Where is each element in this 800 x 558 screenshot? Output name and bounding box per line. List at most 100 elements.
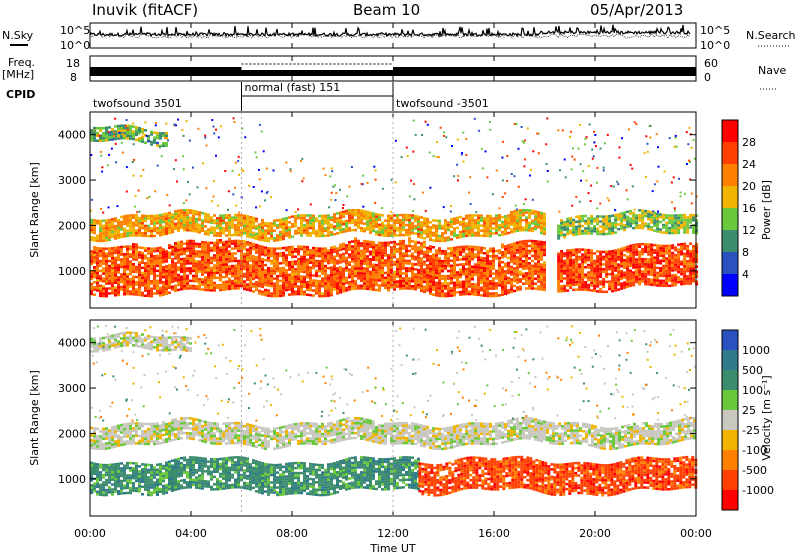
- cell: [351, 265, 354, 268]
- cell: [429, 239, 432, 242]
- cell: [246, 215, 249, 218]
- cell: [156, 219, 159, 222]
- cell: [219, 259, 222, 262]
- cell: [285, 234, 288, 237]
- cell: [468, 268, 471, 271]
- cell: [114, 272, 117, 275]
- cell: [231, 282, 234, 285]
- cell: [593, 287, 596, 290]
- cell: [93, 219, 96, 222]
- cell: [480, 279, 483, 282]
- cell: [348, 246, 351, 249]
- cell: [653, 244, 656, 247]
- cell: [674, 264, 677, 267]
- cell: [471, 273, 474, 276]
- cell: [465, 283, 468, 286]
- cell: [132, 232, 135, 235]
- cell: [261, 234, 264, 237]
- cell: [147, 292, 150, 295]
- cell: [198, 285, 201, 288]
- cell: [243, 230, 246, 233]
- cell: [465, 260, 468, 263]
- cell: [264, 281, 267, 284]
- cell: [659, 216, 662, 219]
- echo-point: [91, 199, 93, 201]
- cell: [683, 260, 686, 263]
- cell: [372, 215, 375, 218]
- cell: [300, 229, 303, 232]
- cell: [237, 272, 240, 275]
- cell: [348, 256, 351, 259]
- cell: [231, 252, 234, 255]
- cell: [572, 261, 575, 264]
- cell: [114, 277, 117, 280]
- cell: [381, 214, 384, 217]
- cell: [363, 260, 366, 263]
- cell: [402, 260, 405, 263]
- cell: [429, 229, 432, 232]
- cell: [156, 260, 159, 263]
- cell: [543, 215, 546, 218]
- cell: [189, 287, 192, 290]
- cell: [584, 232, 587, 235]
- cell: [519, 278, 522, 281]
- cell: [501, 216, 504, 219]
- cell: [450, 265, 453, 268]
- cell: [504, 230, 507, 233]
- cell: [596, 228, 599, 231]
- cell: [234, 287, 237, 290]
- cell: [291, 293, 294, 296]
- cell: [105, 260, 108, 263]
- cell: [477, 281, 480, 284]
- cell: [456, 279, 459, 282]
- cell: [312, 249, 315, 252]
- cell: [540, 248, 543, 251]
- cell: [614, 287, 617, 290]
- cell: [369, 219, 372, 222]
- cell: [222, 232, 225, 235]
- cell: [644, 243, 647, 246]
- cell: [141, 282, 144, 285]
- cell: [456, 249, 459, 252]
- cell: [231, 240, 234, 243]
- cell: [195, 275, 198, 278]
- cell: [602, 278, 605, 281]
- cell: [267, 282, 270, 285]
- cell: [587, 266, 590, 269]
- cell: [617, 213, 620, 216]
- cell: [602, 220, 605, 223]
- cell: [456, 284, 459, 287]
- cell: [288, 286, 291, 289]
- cell: [537, 268, 540, 271]
- cell: [324, 270, 327, 273]
- cell: [399, 219, 402, 222]
- cell: [617, 251, 620, 254]
- freq-trace: [90, 64, 696, 76]
- cell: [659, 272, 662, 275]
- cell: [171, 228, 174, 231]
- cell: [213, 227, 216, 230]
- cell: [231, 242, 234, 245]
- cell: [210, 277, 213, 280]
- cell: [138, 276, 141, 279]
- cell: [498, 229, 501, 232]
- cell: [297, 214, 300, 217]
- cell: [486, 220, 489, 223]
- cell: [168, 279, 171, 282]
- cell: [662, 270, 665, 273]
- cell: [264, 291, 267, 294]
- cell: [159, 257, 162, 260]
- cell: [441, 295, 444, 298]
- cell: [408, 237, 411, 240]
- cell: [611, 275, 614, 278]
- cell: [132, 268, 135, 271]
- cell: [572, 254, 575, 257]
- cell: [243, 280, 246, 283]
- cell: [372, 286, 375, 289]
- cell: [650, 269, 653, 272]
- echo-point: [645, 176, 647, 178]
- cell: [408, 282, 411, 285]
- cell: [303, 256, 306, 259]
- cell: [318, 295, 321, 298]
- cell: [111, 282, 114, 285]
